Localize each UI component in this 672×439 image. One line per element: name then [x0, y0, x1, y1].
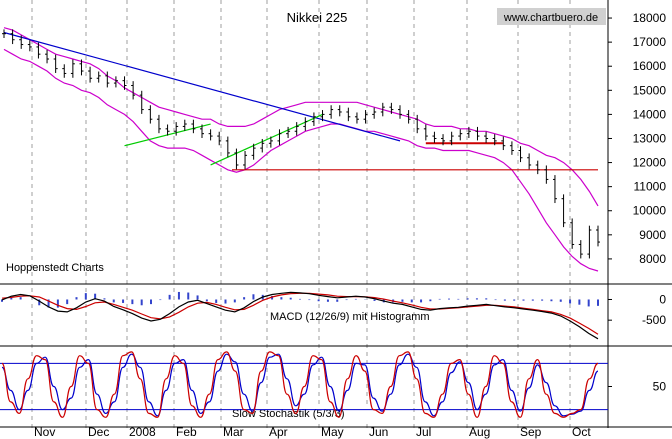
y-tick-label: 16000	[633, 59, 667, 73]
x-tick-label: Jul	[416, 425, 431, 439]
lower-bollinger-band	[3, 48, 599, 272]
y-tick-label: -500	[642, 313, 666, 327]
y-axis-labels: 8000 9000 10000 11000 12000 13000 14000 15000 16…	[608, 11, 667, 394]
watermark-text: www.chartbuero.de	[503, 12, 598, 24]
x-tick-label: May	[321, 425, 344, 439]
x-tick-label: Sep	[520, 425, 542, 439]
y-tick-label: 9000	[639, 228, 666, 242]
macd-layer	[1, 291, 599, 340]
y-tick-label: 14000	[633, 107, 667, 121]
y-tick-label: 11000	[634, 180, 667, 194]
x-axis-labels: Nov Dec 2008 Feb Mar Apr May Jun Jul Aug Sep Oct	[34, 425, 591, 439]
stochastic-label: Slow Stochastik (5/3/3)	[232, 408, 345, 420]
price-layer	[2, 27, 600, 272]
y-tick-label: 10000	[633, 204, 667, 218]
y-tick-label: 8000	[639, 252, 666, 266]
x-tick-label: Apr	[269, 425, 288, 439]
y-tick-label: 17000	[633, 35, 667, 49]
downtrend-line	[3, 31, 401, 142]
x-tick-label: 2008	[129, 425, 156, 439]
watermark-box	[497, 8, 606, 25]
y-tick-label: 13000	[633, 131, 667, 145]
x-tick-label: Nov	[34, 425, 55, 439]
x-tick-label: Aug	[469, 425, 490, 439]
x-tick-label: Feb	[176, 425, 197, 439]
uptrend-line	[210, 113, 323, 166]
x-tick-label: Dec	[88, 425, 109, 439]
chart-title: Nikkei 225	[287, 10, 348, 25]
macd-label: MACD (12/26/9) mit Histogramm	[270, 311, 430, 323]
upper-bollinger-band	[3, 27, 599, 207]
y-tick-label: 18000	[633, 11, 667, 25]
x-tick-label: Mar	[223, 425, 244, 439]
y-tick-label: 15000	[633, 83, 667, 97]
stochastic-k-line	[1, 351, 599, 418]
x-tick-label: Oct	[572, 425, 591, 439]
y-tick-label: 12000	[633, 156, 667, 170]
x-tick-label: Jun	[369, 425, 388, 439]
panel-frames	[0, 0, 672, 428]
stochastic-layer	[0, 351, 608, 418]
provider-label: Hoppenstedt Charts	[6, 262, 104, 274]
y-tick-label: 50	[653, 380, 667, 394]
macd-line	[1, 291, 599, 340]
y-tick-label: 0	[659, 292, 666, 306]
